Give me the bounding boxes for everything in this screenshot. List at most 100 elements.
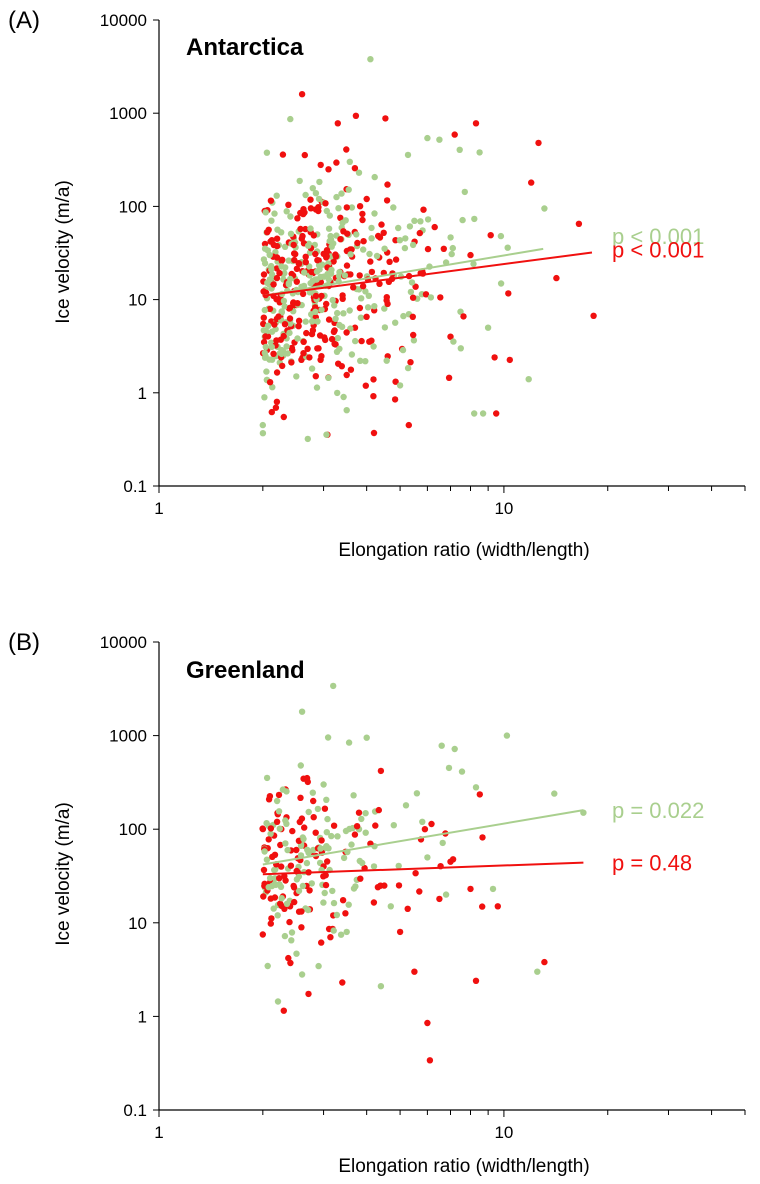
chart-title: Antarctica: [186, 34, 304, 61]
p-value-annotation: p = 0.022: [612, 798, 704, 823]
data-point: [337, 236, 344, 243]
data-point: [360, 246, 367, 253]
data-point: [297, 842, 305, 849]
data-point: [310, 232, 317, 239]
data-point: [408, 279, 416, 286]
data-point: [259, 931, 266, 938]
data-point: [325, 374, 332, 381]
data-point: [286, 329, 293, 337]
data-point: [381, 324, 389, 331]
data-point: [505, 290, 512, 297]
data-point: [283, 343, 290, 350]
data-point: [267, 830, 274, 837]
data-point: [413, 790, 421, 797]
data-point: [328, 266, 335, 274]
data-point: [402, 802, 410, 809]
data-point: [461, 188, 468, 196]
data-point: [467, 885, 474, 893]
data-point: [260, 271, 268, 278]
data-point: [339, 979, 346, 986]
data-point: [412, 283, 419, 290]
data-point: [323, 207, 330, 215]
data-point: [424, 1019, 431, 1027]
data-point: [390, 822, 397, 829]
data-point: [370, 393, 377, 400]
data-point: [392, 256, 400, 263]
data-point: [419, 818, 426, 825]
data-point: [330, 328, 338, 336]
y-axis-label: Ice velocity (m/a): [53, 180, 74, 324]
data-point: [318, 939, 325, 946]
x-axis-label: Elongation ratio (width/length): [338, 540, 589, 561]
data-point: [325, 316, 333, 323]
data-point: [390, 204, 397, 211]
data-point: [276, 881, 283, 888]
data-point: [309, 185, 316, 192]
data-point: [372, 822, 379, 829]
data-point: [381, 305, 388, 312]
data-point: [291, 256, 298, 264]
data-point: [298, 924, 305, 931]
data-point: [288, 359, 295, 366]
data-point: [325, 225, 333, 232]
x-tick-label: 1: [154, 499, 163, 518]
data-point: [336, 269, 343, 276]
data-point: [497, 232, 505, 240]
data-point: [330, 258, 337, 265]
x-axis-label: Elongation ratio (width/length): [338, 1156, 589, 1177]
data-point: [412, 870, 419, 877]
data-point: [332, 251, 339, 258]
data-point: [377, 983, 385, 990]
data-point: [263, 856, 271, 863]
data-point: [312, 829, 319, 836]
data-point: [295, 323, 302, 330]
data-point: [294, 335, 301, 342]
data-point: [334, 309, 341, 317]
data-point: [273, 818, 281, 825]
data-point: [506, 356, 513, 364]
data-point: [336, 321, 343, 329]
data-point: [383, 357, 390, 364]
data-point: [479, 903, 486, 910]
data-point: [312, 373, 319, 380]
data-point: [350, 792, 357, 799]
data-point: [308, 365, 316, 372]
y-tick-label: 10000: [100, 633, 147, 652]
data-point: [343, 329, 350, 336]
data-point: [261, 306, 268, 314]
data-point: [458, 768, 466, 775]
data-point: [264, 322, 272, 329]
data-point: [309, 789, 316, 796]
data-point: [370, 429, 378, 437]
data-point: [307, 225, 314, 232]
data-point: [305, 242, 312, 249]
data-point: [448, 250, 455, 258]
data-point: [273, 797, 281, 805]
data-point: [330, 822, 338, 829]
data-point: [268, 237, 276, 244]
y-tick-label: 100: [119, 197, 147, 216]
data-point: [266, 305, 274, 313]
data-point: [272, 866, 279, 873]
data-point: [358, 815, 365, 823]
data-point: [312, 250, 319, 258]
panel-label: (B): [8, 629, 40, 656]
data-point: [323, 431, 330, 438]
data-point: [395, 224, 402, 232]
data-point: [261, 848, 268, 855]
data-point: [286, 315, 294, 322]
data-point: [271, 321, 278, 328]
data-point: [290, 300, 297, 307]
data-point: [392, 319, 399, 326]
data-point: [355, 809, 363, 816]
data-point: [273, 242, 281, 250]
data-point: [307, 205, 315, 212]
data-point: [471, 215, 478, 223]
data-point: [268, 343, 275, 351]
data-point: [280, 332, 287, 340]
data-point: [289, 347, 296, 354]
data-point: [281, 321, 289, 328]
p-value-annotation: p < 0.001: [612, 238, 704, 263]
data-point: [445, 764, 453, 772]
data-point: [302, 191, 309, 199]
